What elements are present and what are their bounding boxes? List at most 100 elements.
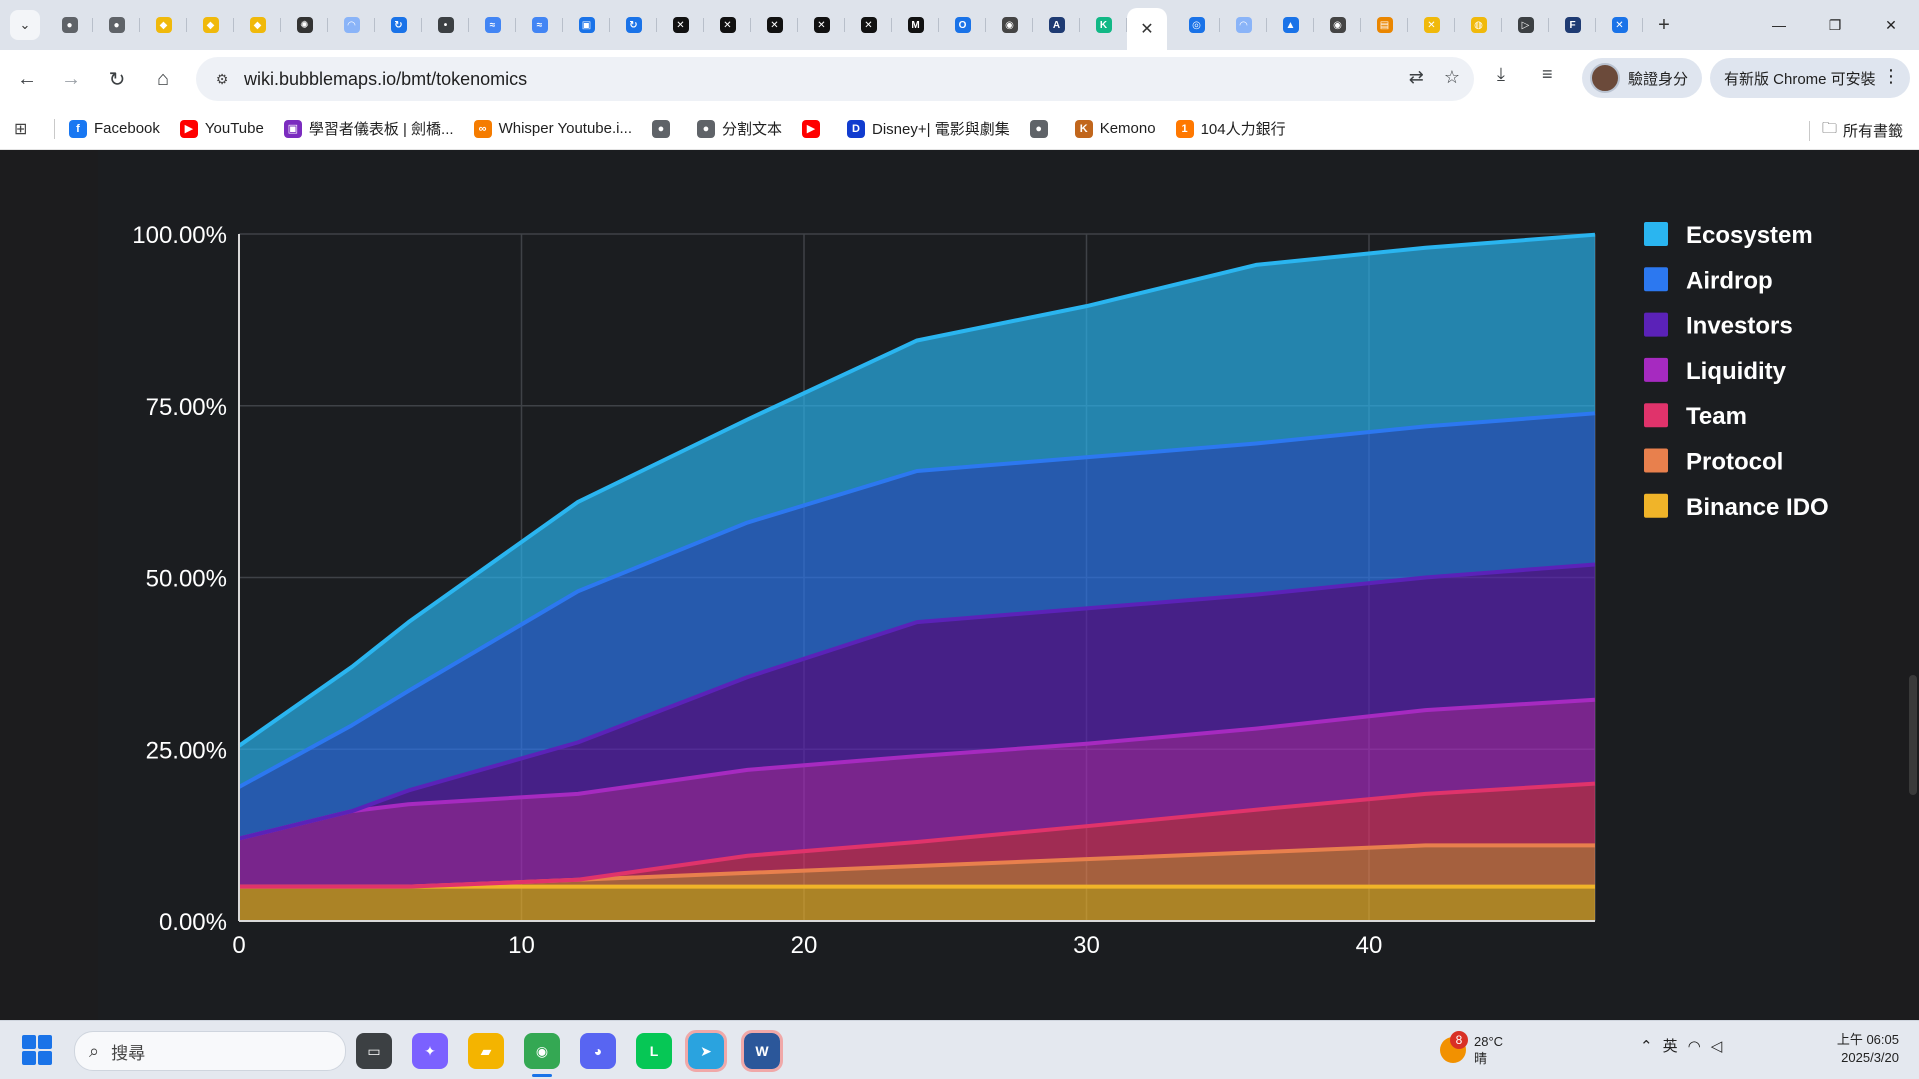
browser-tab[interactable]: ✕ <box>751 8 798 42</box>
wifi-icon[interactable]: ◠ <box>1687 1037 1701 1055</box>
bookmark-icon: ● <box>1029 119 1048 138</box>
browser-tab[interactable]: ◠ <box>1220 8 1267 42</box>
browser-tab[interactable]: ≈ <box>469 8 516 42</box>
clock[interactable]: 上午 06:05 2025/3/20 <box>1837 1031 1899 1067</box>
apps-grid-icon[interactable]: ⊞ <box>14 120 28 138</box>
browser-tab[interactable]: ◆ <box>187 8 234 42</box>
chevron-up-icon[interactable]: ⌃ <box>1640 1037 1653 1055</box>
restore-button[interactable]: ❐ <box>1828 16 1842 33</box>
discord-icon[interactable]: ◕ <box>580 1033 616 1069</box>
more-menu-icon[interactable]: ⋮ <box>1882 66 1900 86</box>
browser-tab[interactable]: ◉ <box>1314 8 1361 42</box>
bookmark-label: YouTube <box>204 120 264 137</box>
url-text[interactable]: wiki.bubblemaps.io/bmt/tokenomics <box>244 68 528 89</box>
browser-tab[interactable]: O <box>939 8 986 42</box>
all-bookmarks[interactable]: 🗀 所有書籤 <box>1808 118 1903 143</box>
browser-tab[interactable]: ✕ <box>1596 8 1643 42</box>
address-bar[interactable]: ⚙ wiki.bubblemaps.io/bmt/tokenomics ⇄ ☆ <box>196 57 1474 101</box>
browser-tab[interactable]: ◍ <box>1455 8 1502 42</box>
new-tab-button[interactable]: + <box>1658 13 1670 36</box>
bookmark-icon: f <box>69 119 87 138</box>
file-explorer-icon[interactable]: ▰ <box>468 1033 504 1069</box>
update-chrome-button[interactable]: 有新版 Chrome 可安裝 ⋮ <box>1710 58 1910 98</box>
minimize-button[interactable]: — <box>1772 17 1786 33</box>
forward-button[interactable]: → <box>56 64 86 94</box>
browser-tab[interactable]: A <box>1033 8 1080 42</box>
browser-tab[interactable]: ◎ <box>1173 8 1220 42</box>
area-liquidity <box>239 699 1595 887</box>
browser-tab[interactable]: ✕ <box>704 8 751 42</box>
translate-icon[interactable]: ⇄ <box>1408 67 1424 87</box>
browser-tab[interactable]: ◆ <box>234 8 281 42</box>
refresh-logo-icon: ↻ <box>625 17 642 33</box>
copilot-icon[interactable]: ✦ <box>412 1033 448 1069</box>
bookmark-item[interactable]: f Facebook <box>69 119 160 138</box>
weather-widget[interactable]: 8 28°C 晴 <box>1440 1031 1503 1067</box>
chart-panel: 0.00% 25.00% 50.00% 75.00% 100.00% 0 10 20 30 40 … <box>98 150 1840 1020</box>
browser-tab[interactable]: ✕ <box>798 8 845 42</box>
speaker-icon[interactable]: ◁ <box>1710 1037 1723 1055</box>
download-icon[interactable]: ⤓ <box>1497 64 1505 84</box>
browser-tab[interactable]: M <box>892 8 939 42</box>
bookmark-item[interactable]: K Kemono <box>1074 119 1156 138</box>
bookmark-icon: ● <box>697 119 715 138</box>
browser-tab[interactable]: ↻ <box>375 8 422 42</box>
wave-icon: ≈ <box>531 17 548 33</box>
browser-tab[interactable]: ▷ <box>1502 8 1549 42</box>
bookmark-item[interactable]: ● 分割文本 <box>697 118 782 139</box>
browser-tab[interactable]: • <box>422 8 469 42</box>
tab-search-button[interactable]: ⌄ <box>10 10 40 40</box>
browser-tab[interactable]: ✕ <box>657 8 704 42</box>
bookmark-item[interactable]: ● <box>1029 119 1055 138</box>
browser-tab[interactable]: ✕ <box>845 8 892 42</box>
arrow-left-icon: ← <box>17 67 37 90</box>
close-icon[interactable]: ✕ <box>1140 21 1154 38</box>
bookmark-item[interactable]: ∞ Whisper Youtube.i... <box>473 119 632 138</box>
active-tab[interactable]: ✕ <box>1127 8 1167 50</box>
close-window-button[interactable]: ✕ <box>1885 16 1897 33</box>
browser-tab[interactable]: F <box>1549 8 1596 42</box>
browser-tab[interactable]: ▣ <box>563 8 610 42</box>
browser-tab[interactable]: ◆ <box>140 8 187 42</box>
browser-tab[interactable]: K <box>1080 8 1127 42</box>
bookmark-item[interactable]: ▣ 學習者儀表板 | 劍橋... <box>283 118 454 139</box>
browser-tab[interactable]: ≈ <box>516 8 563 42</box>
window-controls: — ❐ ✕ <box>1751 0 1919 50</box>
bookmark-item[interactable]: ▶ YouTube <box>179 119 264 138</box>
reload-icon: ↻ <box>108 68 126 91</box>
browser-tab[interactable]: ◠ <box>328 8 375 42</box>
line-icon[interactable]: L <box>636 1033 672 1069</box>
start-button[interactable] <box>22 1035 52 1065</box>
browser-tab[interactable]: ▤ <box>1361 8 1408 42</box>
word-icon[interactable]: W <box>741 1030 783 1072</box>
home-button[interactable]: ⌂ <box>148 64 178 94</box>
bookmark-item[interactable]: 1 104人力銀行 <box>1175 118 1286 139</box>
scrollbar-thumb[interactable] <box>1909 675 1917 795</box>
browser-tab[interactable]: ● <box>46 8 93 42</box>
reload-button[interactable]: ↻ <box>102 64 132 94</box>
square-logo-icon: ▣ <box>578 17 595 33</box>
browser-tab[interactable]: ▲ <box>1267 8 1314 42</box>
browser-tab[interactable]: ◉ <box>986 8 1033 42</box>
all-bookmarks-label: 所有書籤 <box>1842 123 1903 140</box>
telegram-icon[interactable]: ➤ <box>685 1030 727 1072</box>
browser-tab[interactable]: ● <box>93 8 140 42</box>
back-button[interactable]: ← <box>12 64 42 94</box>
line-investors <box>238 562 1596 841</box>
chrome-icon[interactable]: ◉ <box>524 1033 560 1069</box>
line-layer <box>237 232 1596 889</box>
browser-tab[interactable]: ✕ <box>1408 8 1455 42</box>
bookmark-item[interactable]: ▶ <box>802 119 827 138</box>
bookmark-item[interactable]: D Disney+| 電影與劇集 <box>847 118 1010 139</box>
media-control-icon[interactable]: ≡ <box>1542 64 1553 84</box>
ime-indicator[interactable]: 英 <box>1662 1038 1678 1055</box>
bookmark-item[interactable]: ● <box>652 119 677 138</box>
binance-icon: ◆ <box>155 17 172 33</box>
taskbar-search[interactable]: ⌕ 搜尋 <box>74 1031 346 1071</box>
browser-tab[interactable]: ↻ <box>610 8 657 42</box>
site-info-icon[interactable]: ⚙ <box>215 70 229 87</box>
browser-tab[interactable]: ✺ <box>281 8 328 42</box>
task-view-icon[interactable]: ▭ <box>356 1033 392 1069</box>
profile-button[interactable]: 驗證身分 <box>1582 58 1702 98</box>
bookmark-star-icon[interactable]: ☆ <box>1443 67 1460 87</box>
